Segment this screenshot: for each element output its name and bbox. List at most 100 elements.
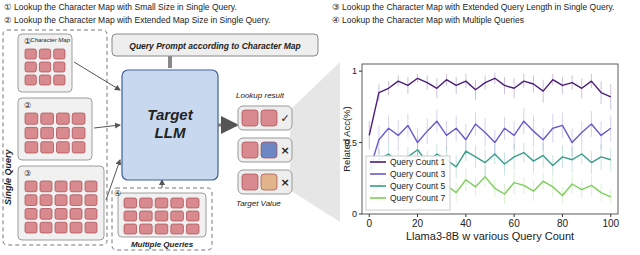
chart-background (340, 58, 630, 254)
y-tick-label: 1 (352, 66, 357, 76)
map-cell (25, 181, 37, 192)
map-number: ③ (24, 169, 31, 178)
x-tick-label: 80 (557, 218, 569, 229)
map-cell (40, 209, 52, 220)
map-cell (186, 224, 199, 234)
x-tick-label: 0 (366, 218, 372, 229)
map-cell (25, 127, 38, 138)
map-cell (25, 209, 37, 220)
result-cell (242, 174, 258, 190)
map-cell (124, 224, 137, 234)
map-cell (124, 198, 137, 208)
map-cell (54, 49, 65, 59)
map-cell (41, 113, 54, 124)
map-cell (140, 198, 153, 208)
legend-swatch (370, 161, 386, 163)
character-map (18, 98, 92, 160)
y-tick (359, 142, 362, 143)
character-map (118, 193, 206, 237)
map-cell (72, 113, 85, 124)
legend-label: Query Count 3 (390, 169, 446, 179)
result-cell (261, 110, 277, 126)
map-cell (25, 113, 38, 124)
prompt-arrow (168, 56, 172, 68)
map-cell (155, 198, 168, 208)
result-cell (242, 142, 258, 158)
single-query-label: Single Query (3, 148, 13, 205)
result-box (238, 170, 292, 194)
map-cell (40, 222, 52, 233)
legend-swatch (370, 173, 386, 175)
x-tick-label: 100 (602, 218, 619, 229)
legend-box (366, 156, 450, 210)
legend-swatch (370, 197, 386, 199)
chart: 00.51020406080100Llama3-8B w various Que… (340, 58, 630, 254)
x-tick-label: 60 (509, 218, 521, 229)
legend-label: Query Count 1 (390, 157, 446, 167)
single-query-frame (3, 30, 107, 245)
header-item: ④ Lookup the Character Map with Multiple… (332, 15, 524, 25)
y-axis-label: Related Acc(%) (341, 106, 352, 171)
llm-label-line: Target (147, 106, 193, 123)
x-tick (610, 214, 611, 217)
map-cell (85, 195, 97, 206)
map-cell (57, 127, 70, 138)
map-cell (171, 198, 184, 208)
map-cell (57, 142, 70, 153)
map-cell (155, 211, 168, 221)
map-cell (72, 142, 85, 153)
map-cell (70, 222, 82, 233)
map-cell (55, 195, 67, 206)
header-item: ③ Lookup the Character Map with Extended… (332, 2, 614, 12)
map-cell (40, 181, 52, 192)
map-cell (171, 224, 184, 234)
result-box (238, 138, 292, 162)
x-tick-label: 20 (412, 218, 424, 229)
map-cell (57, 113, 70, 124)
x-tick (465, 214, 466, 217)
legend: Query Count 1Query Count 3Query Count 5Q… (366, 156, 450, 210)
map-cell (55, 209, 67, 220)
result-cell (261, 174, 277, 190)
map-cell (186, 211, 199, 221)
series-line (369, 121, 611, 171)
map-cell (155, 224, 168, 234)
plot-frame (362, 64, 618, 214)
diagram: Single Query①②③Character Map④Multiple Qu… (3, 30, 340, 250)
multiple-queries-label: Multiple Queries (131, 240, 194, 249)
y-tick-label: 0 (352, 209, 357, 219)
map-cell (85, 209, 97, 220)
map-cell (186, 198, 199, 208)
plot-data (369, 73, 611, 207)
map-number: ② (24, 101, 31, 110)
map-cell (39, 75, 50, 85)
result-mark: ✓ (280, 112, 289, 125)
map-cell (140, 224, 153, 234)
legend-swatch (370, 185, 386, 187)
map-cell (41, 142, 54, 153)
target-value-label: Target Value (236, 199, 281, 208)
legend-label: Query Count 7 (390, 193, 446, 203)
map-cell (54, 75, 65, 85)
result-box (238, 106, 292, 130)
map-cell (171, 211, 184, 221)
zoom-wedge (290, 62, 340, 222)
map-cell (124, 211, 137, 221)
prompt-text: Query Prompt according to Character Map (129, 41, 300, 51)
map-cell (25, 62, 36, 72)
figure: ① Lookup the Character Map with Small Si… (0, 0, 640, 255)
map-cell (140, 211, 153, 221)
map-cell (25, 142, 38, 153)
header-item: ② Lookup the Character Map with Extended… (4, 15, 270, 25)
map-number: ④ (114, 189, 121, 198)
y-tick (359, 71, 362, 72)
lookup-result-label: Lookup result (236, 91, 285, 100)
llm-label-line: LLM (155, 124, 186, 141)
flow-arrow (94, 125, 120, 128)
map-cell (41, 127, 54, 138)
x-tick (514, 214, 515, 217)
x-tick (417, 214, 418, 217)
map-cell (72, 127, 85, 138)
map-cell (25, 222, 37, 233)
result-arrow (218, 124, 236, 127)
